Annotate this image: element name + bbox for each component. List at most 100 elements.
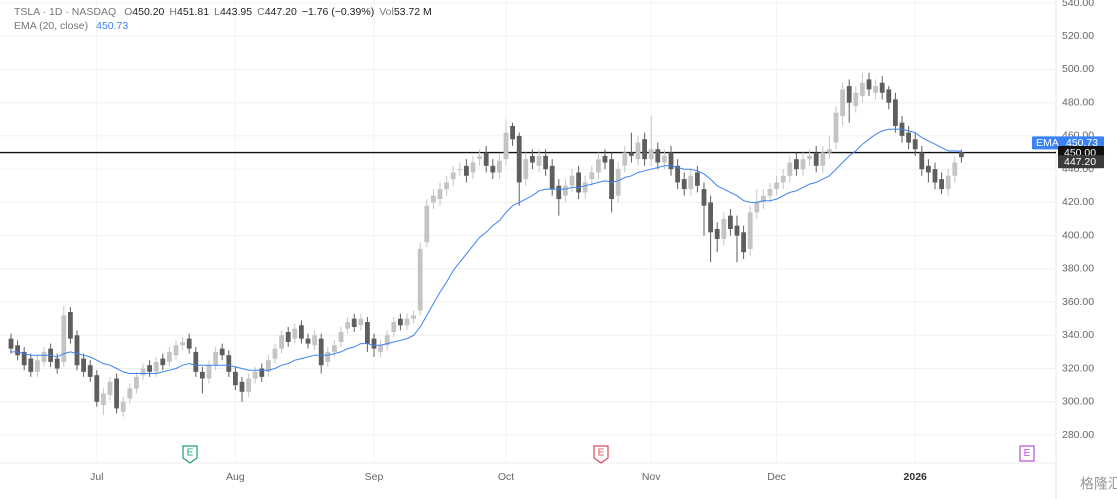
candle-body: [246, 378, 251, 392]
candle-body: [325, 351, 331, 362]
y-tick-label: 480.00: [1062, 96, 1094, 108]
y-tick-label: 380.00: [1062, 263, 1094, 275]
candle-body: [615, 169, 621, 196]
candle-body: [8, 338, 14, 349]
candle-body: [292, 328, 298, 339]
price-tag: 447.20: [1058, 155, 1104, 169]
candle-body: [602, 155, 608, 163]
event-label: E: [1024, 448, 1031, 459]
candle-body: [827, 149, 832, 153]
x-tick-label: Dec: [767, 471, 786, 483]
candle-body: [794, 159, 799, 170]
y-tick-label: 280.00: [1062, 429, 1094, 441]
candle-body: [622, 152, 628, 166]
watermark: 格隆汇: [1080, 476, 1117, 492]
candle-body: [483, 152, 489, 166]
candle-body: [147, 365, 152, 372]
candle-body: [912, 139, 918, 150]
candle-body: [450, 172, 456, 180]
candle-body: [523, 159, 529, 180]
candle-body: [193, 351, 199, 372]
candle-body: [160, 358, 166, 366]
candle-body: [635, 142, 641, 160]
x-tick-label: Nov: [642, 471, 661, 483]
candle-body: [543, 155, 548, 170]
event-marker[interactable]: E: [182, 445, 198, 464]
candle-body: [431, 195, 436, 203]
candle-body: [780, 175, 786, 183]
candle-body: [411, 315, 416, 319]
candle-body: [747, 212, 753, 249]
candle-body: [932, 169, 938, 183]
ema-value: 450.73: [96, 20, 128, 32]
candle-body: [94, 375, 100, 402]
y-tick-label: 360.00: [1062, 296, 1094, 308]
ema-line: [11, 128, 962, 374]
candle-body: [54, 358, 60, 369]
candle-body: [609, 159, 614, 200]
candle-body: [952, 162, 958, 176]
candle-body: [939, 179, 944, 190]
candle-body: [444, 182, 449, 190]
candle-body: [305, 338, 311, 344]
candle-body: [589, 172, 595, 180]
candle-body: [351, 318, 357, 327]
candle-body: [886, 89, 892, 103]
candle-body: [332, 345, 337, 352]
candle-body: [384, 335, 390, 346]
candle-body: [226, 355, 232, 372]
x-tick-label: Oct: [498, 471, 514, 483]
y-tick-label: 420.00: [1062, 196, 1094, 208]
ema-name: EMA (20, close): [14, 20, 88, 32]
candle-body: [213, 351, 218, 366]
candle-body: [919, 152, 925, 170]
candle-body: [68, 312, 73, 339]
candle-body: [840, 89, 845, 116]
candle-body: [239, 381, 245, 392]
candle-body: [173, 345, 179, 356]
candle-body: [668, 152, 674, 170]
candle-body: [404, 318, 410, 326]
candle-body: [549, 165, 555, 190]
candle-body: [959, 152, 964, 158]
candle-body: [345, 322, 350, 329]
candle-body: [312, 335, 317, 346]
y-tick-label: 540.00: [1062, 0, 1094, 9]
candle-body: [648, 149, 654, 160]
candle-body: [734, 225, 740, 236]
ohlc-value: 443.95: [220, 6, 252, 18]
candle-body: [259, 368, 265, 377]
event-label: E: [598, 448, 605, 459]
y-tick-label: 520.00: [1062, 30, 1094, 42]
candle-body: [358, 318, 364, 326]
candle-body: [21, 351, 27, 366]
candle-body: [893, 99, 898, 126]
symbol: TSLA · 1D · NASDAQ: [14, 6, 116, 18]
candle-body: [906, 132, 911, 143]
candle-body: [398, 318, 403, 326]
candle-body: [879, 82, 885, 93]
y-tick-label: 500.00: [1062, 63, 1094, 75]
candle-body: [596, 159, 601, 173]
candle-body: [714, 228, 720, 239]
candle-body: [866, 79, 872, 90]
candle-body: [107, 381, 113, 396]
candle-body: [15, 345, 20, 356]
candle-body: [299, 325, 304, 339]
event-marker[interactable]: E: [593, 445, 609, 464]
candle-body: [926, 165, 931, 173]
candle-body: [945, 175, 951, 190]
event-marker[interactable]: E: [1019, 445, 1035, 462]
candle-body: [233, 371, 238, 386]
x-tick-label: Jul: [90, 471, 103, 483]
volume-value: 53.72 M: [394, 6, 432, 18]
ohlc-value: 451.81: [177, 6, 209, 18]
candle-body: [153, 361, 159, 372]
candle-body: [81, 358, 86, 372]
ohlc-label: L: [214, 6, 220, 18]
x-tick-label: Aug: [226, 471, 245, 483]
event-markers: E E E: [182, 445, 1035, 464]
candle-body: [35, 360, 40, 372]
